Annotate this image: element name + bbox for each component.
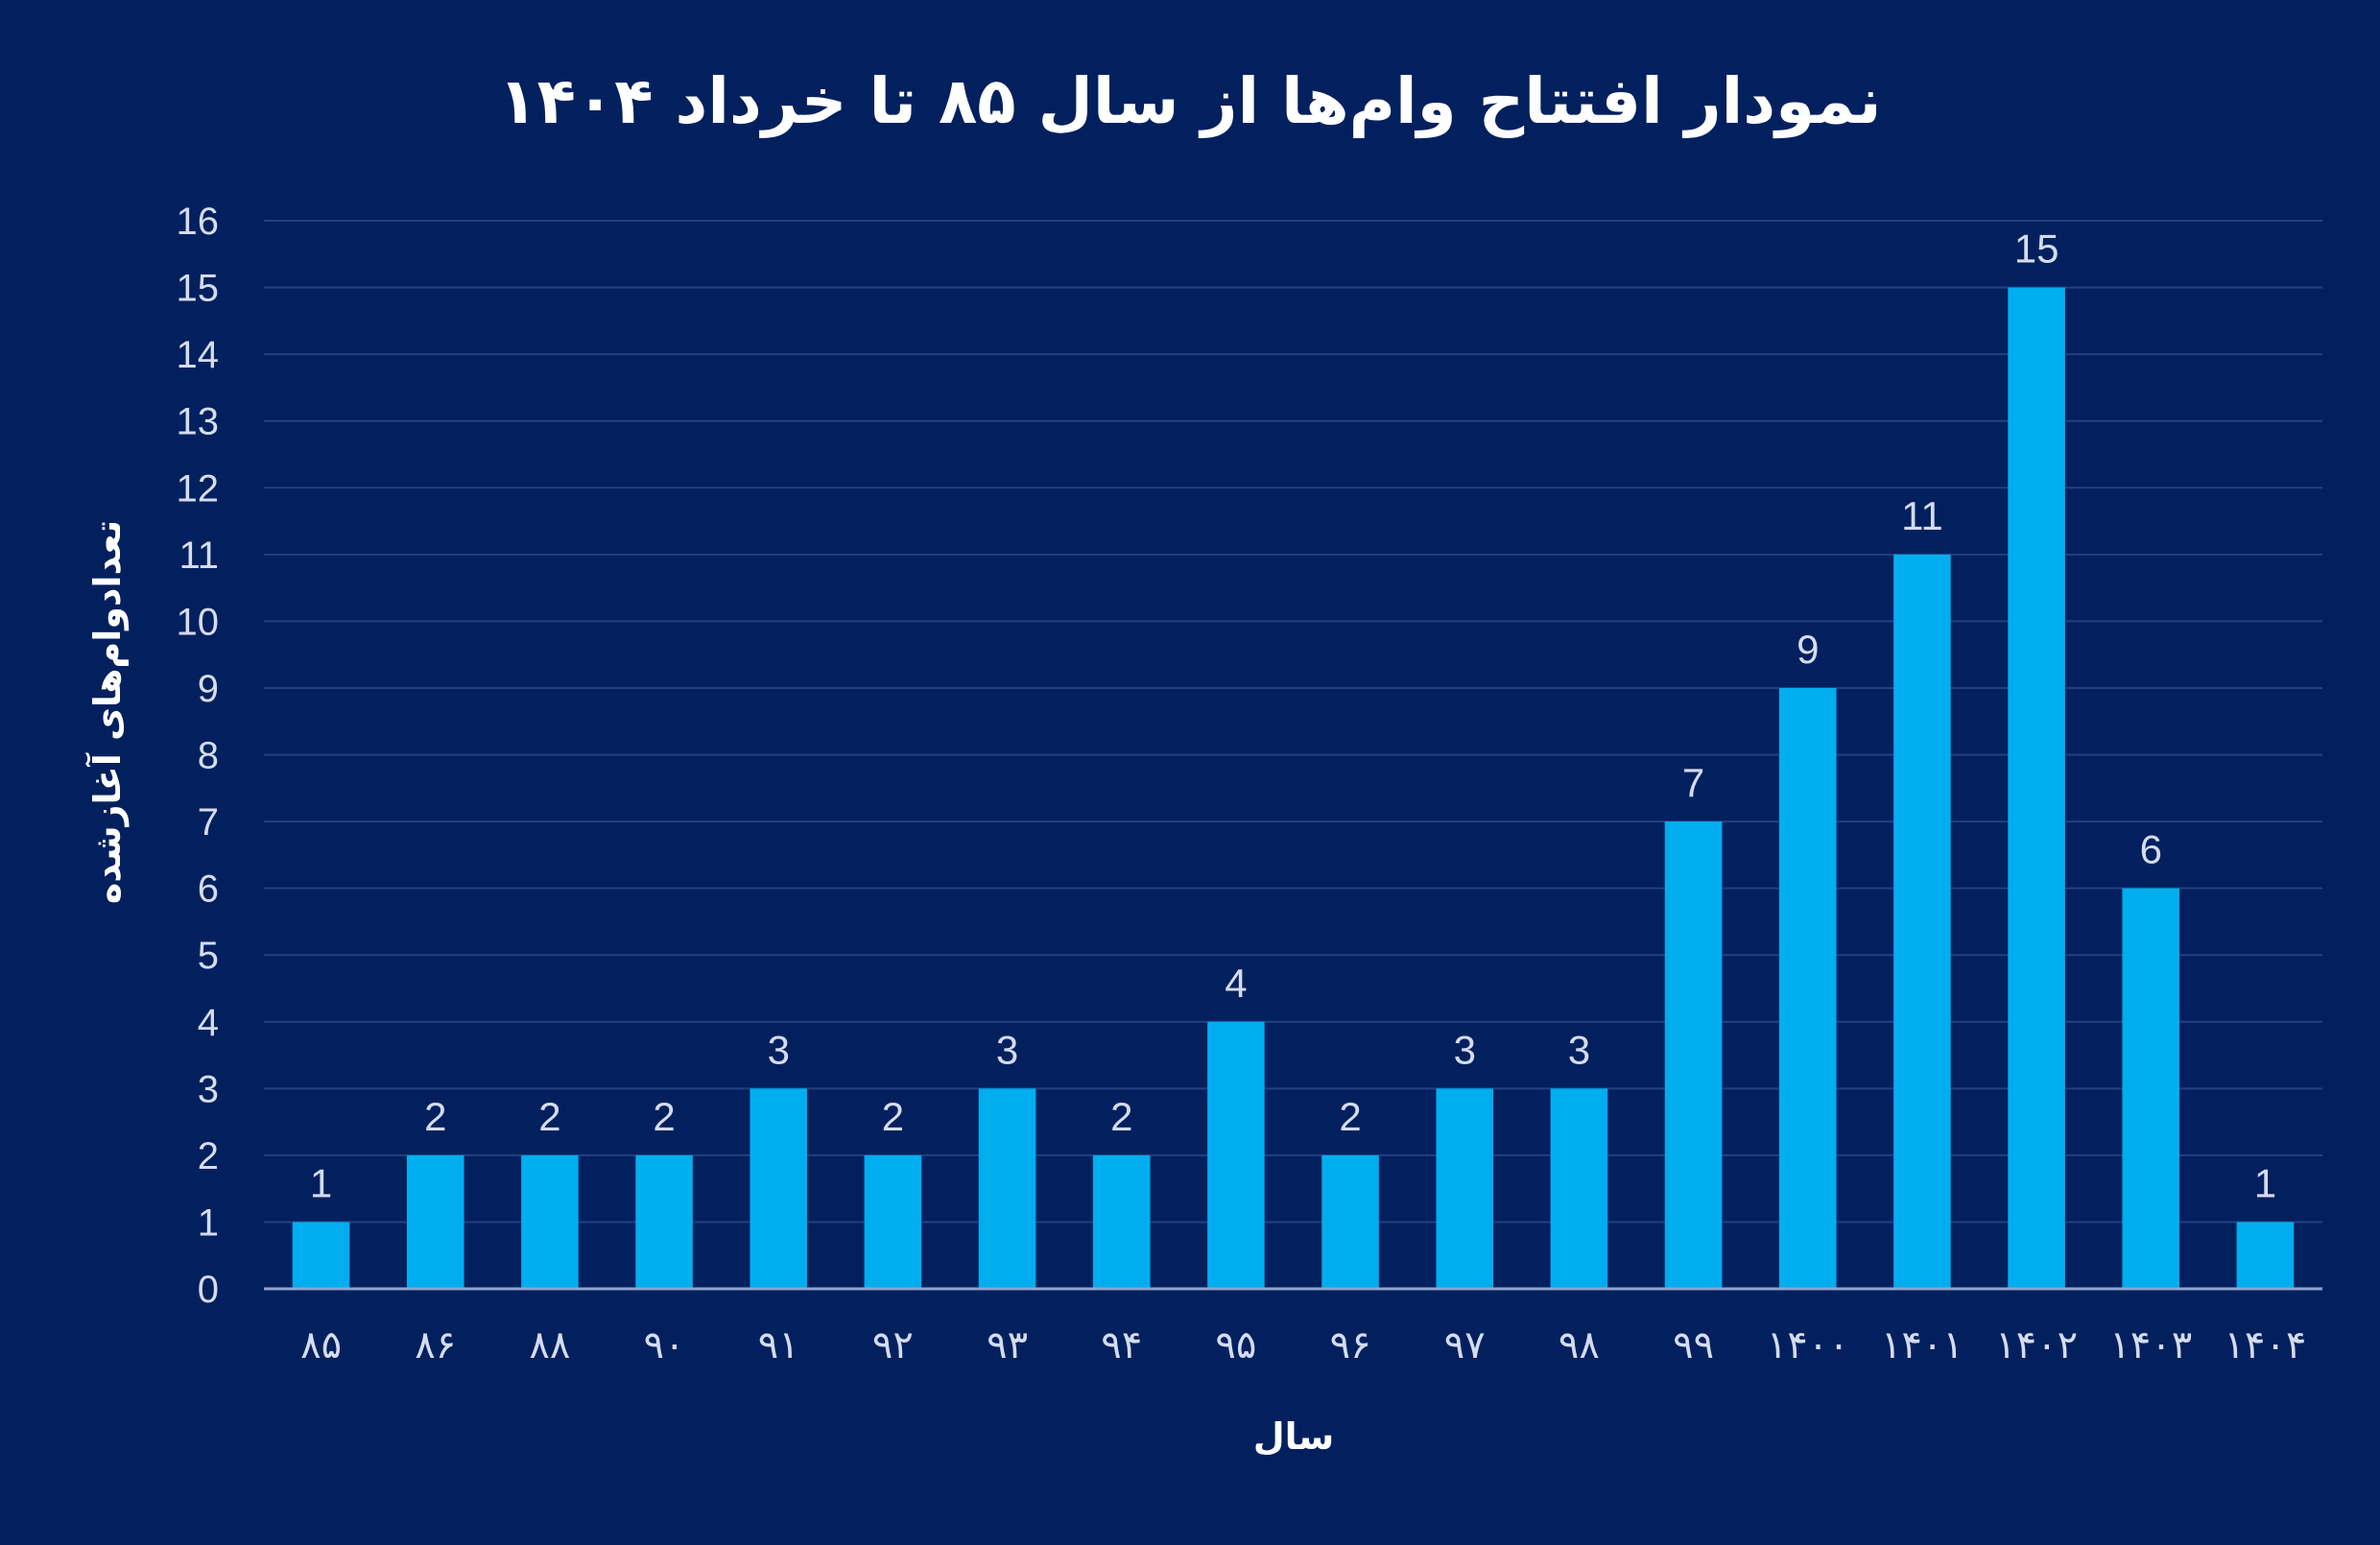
x-tick-label: ۹۶ xyxy=(1330,1323,1371,1367)
y-tick-label: 15 xyxy=(177,268,220,310)
x-tick-label: ۱۴۰۱ xyxy=(1881,1323,1964,1367)
y-tick-label: 14 xyxy=(177,334,220,376)
bar xyxy=(521,1154,579,1289)
data-label: 1 xyxy=(310,1160,332,1205)
bar xyxy=(635,1154,693,1289)
bar xyxy=(1778,687,1837,1289)
y-tick-label: 2 xyxy=(198,1135,219,1177)
data-label: 2 xyxy=(1110,1094,1132,1139)
x-tick-label: ۹۰ xyxy=(644,1323,685,1367)
y-tick-label: 9 xyxy=(198,668,219,710)
y-tick-label: 4 xyxy=(198,1002,219,1044)
data-labels: 1 2 2 2 3 2 3 2 4 2 3 3 7 9 11 15 6 1 xyxy=(310,226,2276,1206)
data-label: 7 xyxy=(1682,760,1704,805)
data-label: 3 xyxy=(1568,1027,1590,1072)
data-label: 3 xyxy=(1454,1027,1476,1072)
bar xyxy=(1092,1154,1151,1289)
bar xyxy=(1436,1088,1494,1289)
bar xyxy=(406,1154,464,1289)
y-tick-label: 5 xyxy=(198,935,219,977)
data-label: 11 xyxy=(1901,493,1943,538)
x-tick-label: ۹۷ xyxy=(1444,1323,1486,1367)
y-tick-label: 11 xyxy=(178,535,219,577)
x-tick-label: ۹۱ xyxy=(758,1323,799,1367)
bar xyxy=(2122,888,2180,1289)
x-tick-label: ۹۳ xyxy=(987,1323,1028,1367)
bar xyxy=(2008,287,2065,1289)
grid-lines xyxy=(264,220,2322,1224)
y-tick-label: 7 xyxy=(198,801,219,844)
y-tick-label: 6 xyxy=(198,868,219,911)
x-tick-label: ۸۵ xyxy=(300,1323,342,1367)
bar xyxy=(978,1088,1036,1289)
x-axis-title: سال xyxy=(1253,1415,1335,1458)
x-tick-label: ۸۸ xyxy=(529,1323,570,1367)
data-label: 6 xyxy=(2140,827,2162,872)
bar xyxy=(292,1222,350,1289)
bar xyxy=(1207,1021,1265,1289)
x-tick-label: ۸۶ xyxy=(415,1323,456,1367)
chart-title: نمودار افتتاح وام‌ها از سال ۸۵ تا خرداد … xyxy=(498,64,1881,139)
x-tick-label: ۱۴۰۲ xyxy=(1995,1323,2078,1367)
bar xyxy=(2236,1222,2295,1289)
y-tick-label: 10 xyxy=(177,601,220,643)
y-tick-label: 16 xyxy=(177,201,220,243)
bars xyxy=(292,287,2295,1289)
data-label: 2 xyxy=(1339,1094,1361,1139)
data-label: 2 xyxy=(882,1094,904,1139)
bar xyxy=(1893,554,1951,1289)
x-axis-ticks: ۸۵ ۸۶ ۸۸ ۹۰ ۹۱ ۹۲ ۹۳ ۹۴ ۹۵ ۹۶ ۹۷ ۹۸ ۹۹ ۱۴۰۰ ۱۴۰۱ ۱۴۰۲ ۱۴… xyxy=(300,1323,2306,1367)
data-label: 15 xyxy=(2014,226,2059,272)
y-axis-title: تعدادوام‌های آغازشده xyxy=(84,520,130,904)
bar xyxy=(750,1088,808,1289)
x-tick-label: ۹۹ xyxy=(1673,1323,1714,1367)
data-label: 3 xyxy=(768,1027,790,1072)
bar xyxy=(1550,1088,1608,1289)
x-tick-label: ۹۴ xyxy=(1101,1323,1142,1367)
data-label: 2 xyxy=(653,1094,675,1139)
x-tick-label: ۱۴۰۳ xyxy=(2109,1323,2192,1367)
y-tick-label: 8 xyxy=(198,735,219,777)
x-tick-label: ۱۴۰۴ xyxy=(2224,1323,2306,1367)
y-tick-label: 13 xyxy=(177,401,220,443)
bar xyxy=(864,1154,922,1289)
x-tick-label: ۱۴۰۰ xyxy=(1767,1323,1849,1367)
x-tick-label: ۹۵ xyxy=(1215,1323,1256,1367)
data-label: 3 xyxy=(996,1027,1018,1072)
y-tick-label: 0 xyxy=(198,1269,219,1311)
data-label: 9 xyxy=(1797,627,1819,672)
y-tick-label: 3 xyxy=(198,1068,219,1110)
y-tick-label: 12 xyxy=(177,467,220,510)
x-tick-label: ۹۸ xyxy=(1559,1323,1600,1367)
data-label: 1 xyxy=(2254,1160,2276,1205)
bar xyxy=(1664,821,1723,1289)
data-label: 4 xyxy=(1225,961,1247,1006)
data-label: 2 xyxy=(424,1094,446,1139)
data-label: 2 xyxy=(538,1094,560,1139)
y-tick-label: 1 xyxy=(198,1201,219,1244)
bar xyxy=(1321,1154,1379,1289)
x-tick-label: ۹۲ xyxy=(872,1323,914,1367)
